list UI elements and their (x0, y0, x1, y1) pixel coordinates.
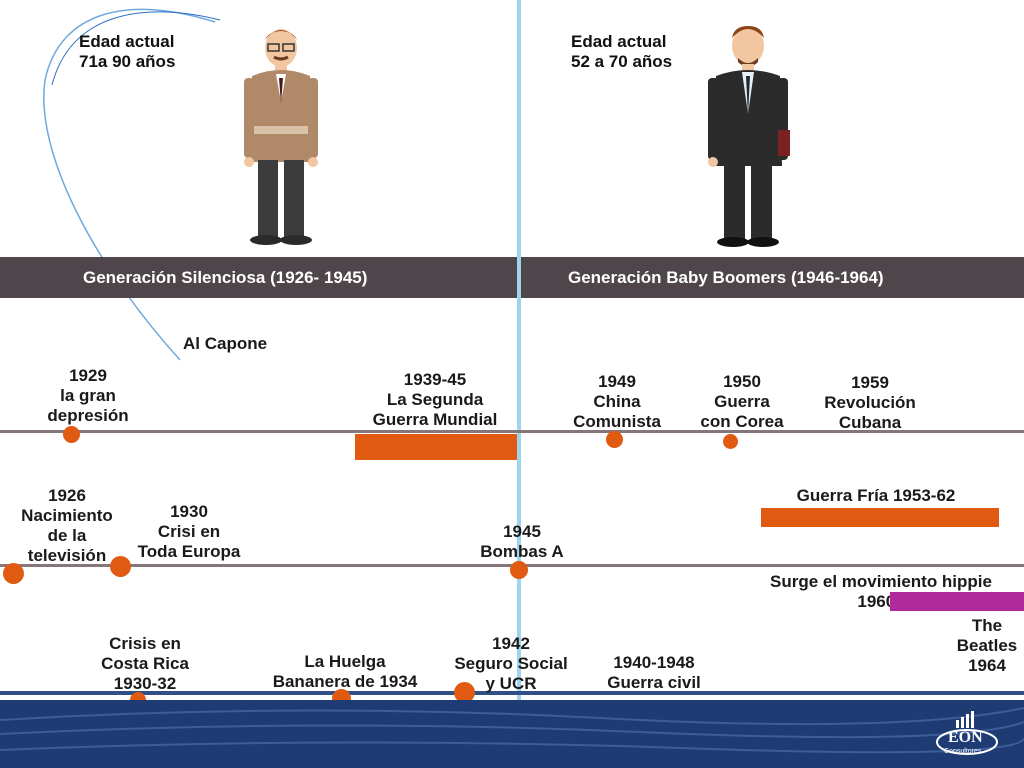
bar-guerra-fria (761, 508, 999, 527)
bar-hippie (890, 592, 1024, 611)
marker-1930 (110, 556, 131, 577)
event-1950: 1950 Guerra con Corea (700, 372, 784, 431)
marker-1945 (510, 561, 528, 579)
marker-1949 (606, 431, 623, 448)
boomers-generation-label: Generación Baby Boomers (1946-1964) (568, 268, 884, 287)
older-man-illustration (244, 29, 318, 245)
bar-segunda-guerra (355, 434, 517, 460)
marker-1950 (723, 434, 738, 449)
event-1949: 1949 China Comunista (573, 372, 661, 431)
event-beatles: The Beatles 1964 (956, 616, 1018, 675)
event-1939-45: 1939-45 La Segunda Guerra Mundial (372, 370, 498, 429)
event-al-capone: Al Capone (183, 334, 268, 353)
event-1959: 1959 Revolución Cubana (824, 373, 916, 432)
generation-divider (517, 0, 521, 700)
logo-subtitle: Consultores (944, 748, 982, 755)
businessman-illustration (708, 26, 790, 247)
event-huelga-bananera: La Huelga Bananera de 1934 (272, 652, 418, 691)
event-1926: 1926 Nacimiento de la televisión (21, 486, 113, 565)
age-label-boomers: Edad actual 52 a 70 años (571, 32, 673, 71)
event-1945: 1945 Bombas A (480, 522, 564, 561)
event-1930: 1930 Crisi en Toda Europa (137, 502, 241, 561)
event-1929: 1929 la gran depresión (47, 366, 129, 425)
timeline-bottom (0, 691, 1024, 695)
logo-name: EON (948, 729, 983, 746)
event-guerra-fria: Guerra Fría 1953-62 (796, 486, 956, 505)
event-crisis-costa-rica: Crisis en Costa Rica 1930-32 (101, 634, 189, 693)
event-guerra-civil: 1940-1948 Guerra civil (607, 653, 701, 692)
marker-1926 (3, 563, 24, 584)
event-seguro-social: 1942 Seguro Social y UCR (454, 634, 568, 693)
footer-band (0, 700, 1024, 768)
marker-1929 (63, 426, 80, 443)
silent-generation-label: Generación Silenciosa (1926- 1945) (83, 268, 368, 287)
age-label-silent: Edad actual 71a 90 años (79, 32, 176, 71)
timeline-top (0, 430, 1024, 433)
generation-band (0, 257, 1024, 298)
eon-logo-icon (936, 711, 998, 755)
marker-seguro-social (454, 682, 475, 703)
